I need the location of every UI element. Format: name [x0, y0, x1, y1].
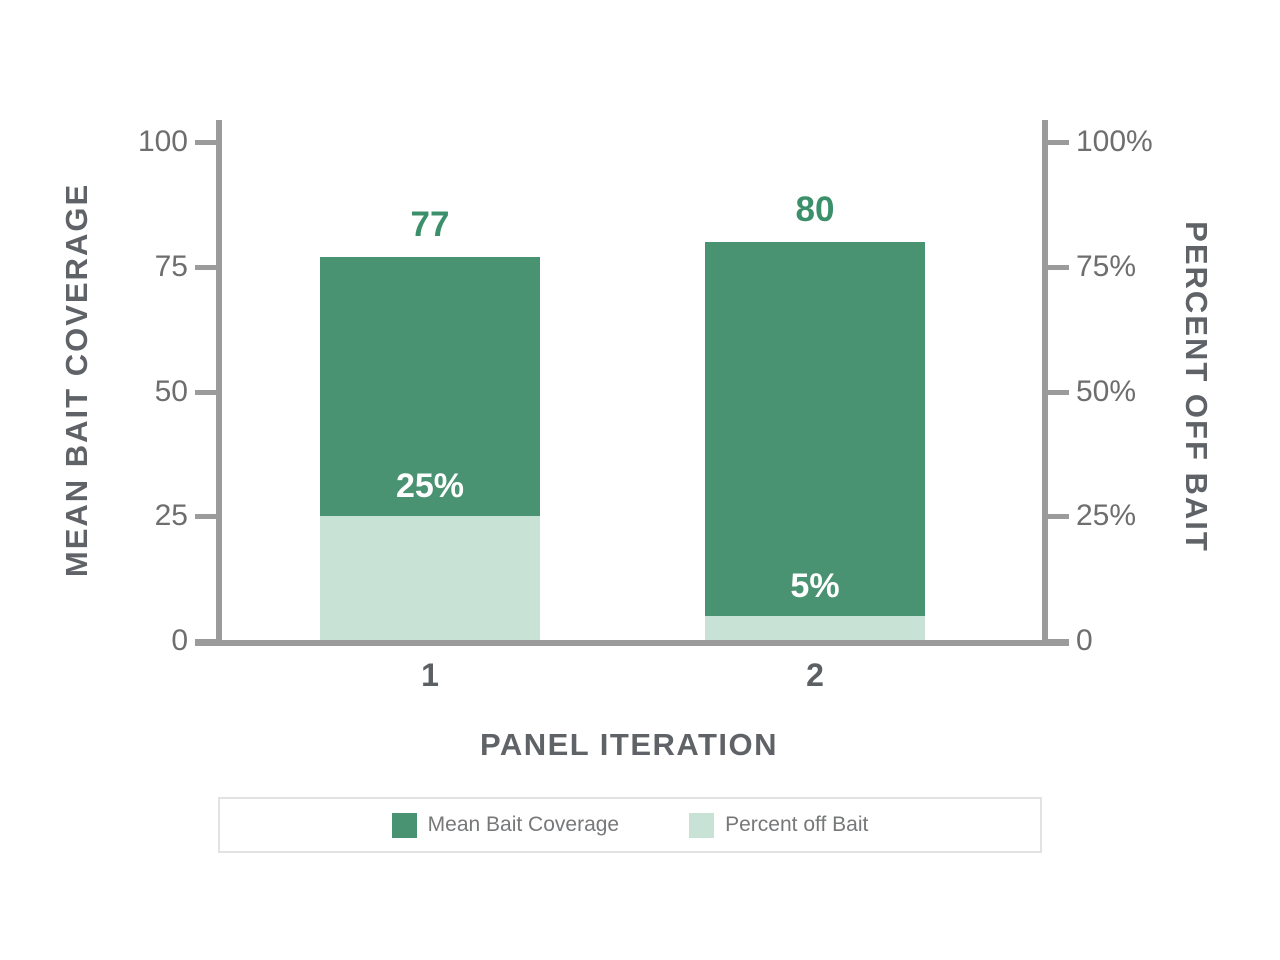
legend-label-percent-off-bait: Percent off Bait — [725, 813, 869, 836]
left-axis-tick-mark — [195, 140, 216, 145]
legend-swatch-mean-bait-coverage-icon — [391, 812, 417, 838]
right-axis-tick-mark — [1048, 264, 1069, 270]
bar-percent-off-bait — [705, 616, 925, 641]
legend-item-mean-bait-coverage: Mean Bait Coverage — [391, 812, 620, 838]
right-axis-tick-label: 75% — [1076, 249, 1137, 283]
right-axis-line — [1042, 120, 1048, 646]
right-axis-tick-mark — [1048, 514, 1069, 520]
bar-percent-off-bait — [320, 516, 540, 641]
x-category-label: 2 — [806, 657, 824, 693]
legend: Mean Bait Coverage Percent off Bait — [218, 797, 1042, 853]
bar-mean-bait-coverage — [705, 241, 925, 641]
right-axis-tick-label: 0 — [1076, 624, 1093, 657]
left-axis-tick-label: 75 — [154, 249, 188, 283]
x-axis-baseline — [195, 640, 1069, 646]
x-axis-title: PANEL ITERATION — [479, 727, 779, 762]
legend-item-percent-off-bait: Percent off Bait — [689, 812, 869, 838]
right-axis-tick-label: 50% — [1076, 374, 1137, 408]
bar-value-label: 80 — [795, 189, 835, 229]
right-axis-tick-label: 25% — [1076, 499, 1137, 533]
bar-overlay-label: 5% — [790, 567, 840, 606]
right-axis-tick-label: 100% — [1076, 125, 1153, 158]
left-axis-tick-mark — [195, 514, 216, 520]
left-axis-tick-label: 50 — [154, 374, 188, 408]
left-axis-line — [216, 120, 222, 646]
right-axis-title: PERCENT OFF BAIT — [1179, 221, 1214, 553]
left-axis-tick-mark — [195, 264, 216, 270]
right-axis-tick-mark — [1048, 140, 1069, 145]
right-axis-tick-mark — [1048, 389, 1069, 395]
left-axis-tick-label: 25 — [154, 499, 188, 533]
left-axis-tick-label: 100 — [137, 125, 188, 158]
left-axis-tick-mark — [195, 389, 216, 395]
legend-label-mean-bait-coverage: Mean Bait Coverage — [427, 813, 620, 836]
left-axis-tick-label: 0 — [171, 624, 188, 657]
x-category-label: 1 — [421, 657, 439, 693]
legend-swatch-percent-off-bait-icon — [689, 812, 715, 838]
bar-overlay-label: 25% — [395, 467, 465, 506]
bar-value-label: 77 — [410, 204, 450, 244]
